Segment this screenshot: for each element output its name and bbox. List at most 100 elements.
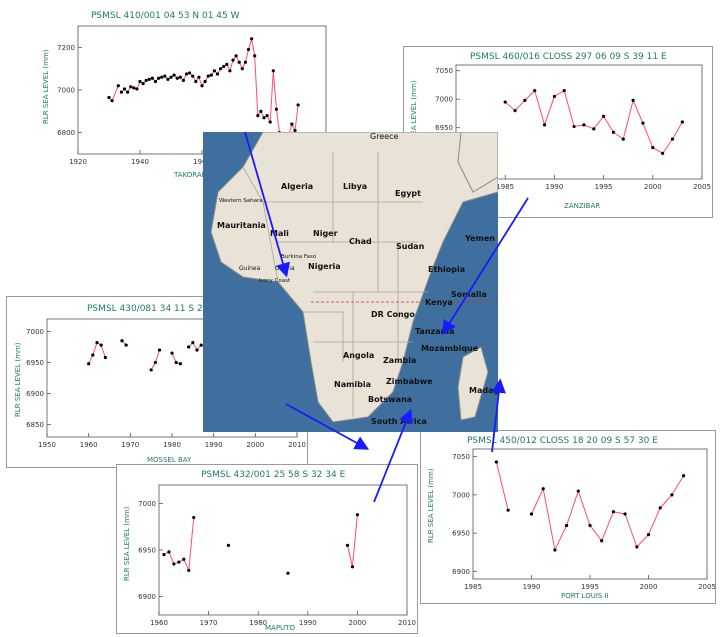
data-point [246,47,251,52]
y-tick-label: 6950 [26,359,44,367]
x-tick-label: 1990 [205,441,223,449]
x-tick-label: 1940 [131,158,149,166]
data-point [542,123,547,127]
x-tick-label: 1960 [193,158,211,166]
x-tick-label: 1920 [69,158,87,166]
data-point [119,90,123,94]
series-segment [504,101,516,111]
map-label: Algeria [281,182,313,191]
series-segment [648,507,661,535]
data-point [147,77,151,81]
series-segment [589,525,603,542]
series-segment [346,545,353,567]
map-label: Niger [313,229,338,238]
map-label: Western Sahara [219,198,263,204]
data-point [184,72,189,76]
x-tick-label: 2000 [644,183,662,191]
x-axis-label: ZANZIBAR [564,202,600,210]
data-point [209,73,213,77]
y-tick-label: 7050 [435,67,453,75]
data-point [120,339,124,343]
series-segment [248,38,253,50]
data-point [506,508,510,512]
y-tick-label: 7000 [452,491,470,499]
data-point [126,90,130,94]
plot-frame [472,448,708,580]
map-label: Chad [349,237,372,246]
y-tick-label: 7000 [26,328,44,336]
data-point [529,512,534,516]
data-point [215,72,220,76]
data-point [623,512,627,516]
data-point [553,548,557,552]
data-point [219,67,223,71]
data-point [169,75,173,79]
map-label: Botswana [368,395,412,404]
map-label: Egypt [395,189,421,198]
series-segment [111,85,119,101]
series-segment [251,38,256,56]
data-point [122,87,127,91]
x-tick-label: 1985 [464,583,482,591]
map-label: Ivory Coast [259,278,291,284]
series-segment [171,352,177,363]
data-point [253,54,257,58]
y-axis-label: RLR SEA LEVEL (mm) [427,468,435,543]
data-point [182,557,186,561]
x-tick-label: 1960 [80,441,98,449]
series-segment [636,534,649,548]
data-point [144,78,148,82]
map-label: Yemen [464,234,495,243]
series-segment [168,551,175,565]
y-axis-label: RLR SEA LEVEL (mm) [123,506,131,581]
x-tick-label: 1970 [200,619,218,627]
map-label: Kenya [425,298,453,307]
data-point [87,362,91,366]
chart-title: PSMSL 450/012 CLOSS 18 20 09 S 57 30 E [467,436,658,446]
y-tick-label: 7000 [138,500,156,508]
arabia-landmass [457,132,498,193]
data-point [172,73,176,77]
map-label: Tanzania [415,327,454,336]
data-point [178,75,182,79]
series-segment [542,488,556,551]
chart-title: PSMSL 430/081 34 11 S 22 09 E [87,304,232,314]
data-point [290,122,294,126]
data-point [129,85,133,89]
x-tick-label: 2010 [288,441,306,449]
data-point [212,69,216,73]
data-point [135,87,139,91]
series-segment [573,124,585,128]
x-axis-label: TAKORADI [173,171,209,179]
series-segment [88,354,94,364]
data-point [195,348,199,352]
data-point [658,506,662,510]
series-segment [294,104,299,131]
data-point [651,146,655,150]
map-label: Mozambique [421,344,479,353]
y-tick-label: 6850 [26,421,44,429]
x-tick-label: 1980 [249,619,267,627]
series-segment [659,494,673,509]
x-tick-label: 1990 [299,619,317,627]
y-axis-label: RLR SEA LEVEL (mm) [42,49,50,124]
data-point [231,58,235,62]
data-point [682,474,686,478]
y-tick-label: 7050 [452,453,470,461]
data-point [296,103,300,107]
data-point [194,79,198,84]
data-point [635,545,639,549]
data-point [191,341,195,345]
series-segment [524,90,536,101]
y-tick-label: 6800 [57,129,75,137]
map-label: Guinea [239,265,261,272]
data-point [153,360,157,365]
map-label: Zambia [383,356,416,365]
series-segment [534,90,546,125]
data-point [149,368,153,372]
map-label: Somalia [451,290,487,299]
series-segment [577,490,591,526]
x-tick-label: 2000 [640,583,658,591]
data-point [670,137,675,141]
x-tick-label: 1990 [523,583,541,591]
